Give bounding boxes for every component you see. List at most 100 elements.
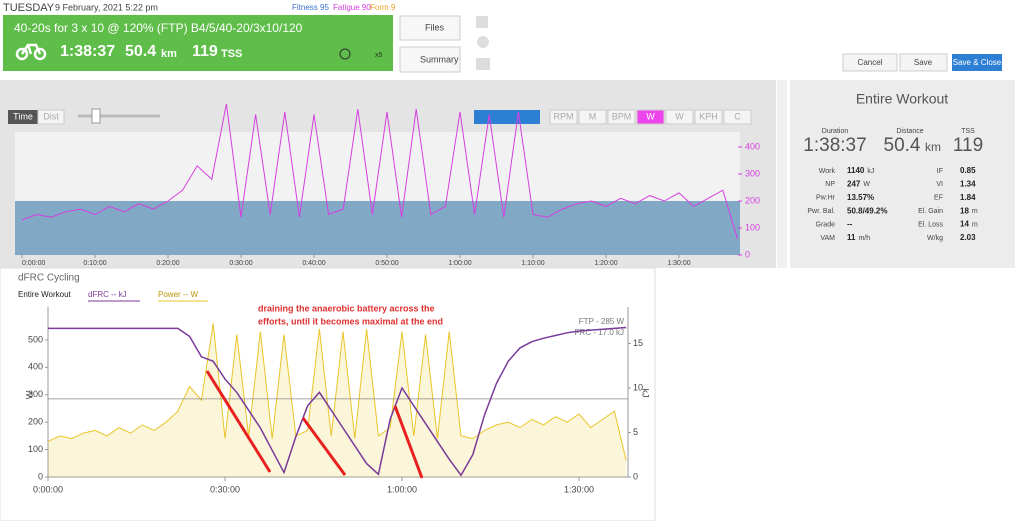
stat-value: 50.8/49.2% bbox=[847, 206, 887, 215]
save-close-label[interactable]: Save & Close bbox=[953, 58, 1002, 67]
y-tick-label: 300 bbox=[28, 389, 43, 399]
channel-button[interactable] bbox=[549, 109, 578, 125]
stat-value: 11 bbox=[847, 233, 856, 242]
workout-title: 40-20s for 3 x 10 @ 120% (FTP) B4/5/40-2… bbox=[14, 21, 303, 35]
stat-value: -- bbox=[847, 220, 853, 229]
legend-power: Power -- W bbox=[158, 290, 198, 299]
distance-value: 50.4 bbox=[884, 135, 921, 156]
dfrc-panel bbox=[0, 267, 656, 521]
files-button[interactable] bbox=[399, 15, 461, 41]
comment-count[interactable]: x5 bbox=[375, 52, 383, 59]
summary-label[interactable]: Summary bbox=[420, 54, 459, 64]
x-tick-label: 1:10:00 bbox=[521, 260, 544, 267]
x-tick-label: 0:40:00 bbox=[302, 260, 325, 267]
scrollbar[interactable] bbox=[777, 80, 787, 268]
smiley[interactable] bbox=[339, 48, 351, 60]
icon[interactable] bbox=[476, 58, 490, 70]
channel-button[interactable] bbox=[694, 109, 723, 125]
time-label[interactable]: Time bbox=[13, 111, 33, 121]
y2-tick-label: 5 bbox=[633, 427, 638, 437]
y-tick-label: 400 bbox=[745, 141, 760, 151]
x-tick-label: 1:30:00 bbox=[667, 260, 690, 267]
channel-label[interactable]: KPH bbox=[699, 111, 718, 121]
icon[interactable] bbox=[477, 36, 489, 48]
ftp-label: FTP - 285 W bbox=[579, 317, 625, 326]
dist-label[interactable]: Dist bbox=[43, 111, 59, 121]
annotation: efforts, until it becomes maximal at the… bbox=[258, 316, 443, 326]
y2-tick-label: 15 bbox=[633, 338, 643, 348]
channel-button[interactable] bbox=[665, 109, 694, 125]
bike-icon bbox=[15, 43, 47, 61]
annotation-arrow bbox=[205, 370, 272, 473]
summary-panel bbox=[790, 80, 1015, 268]
distance: 50.4 bbox=[125, 43, 156, 60]
stat-value: 247 bbox=[847, 180, 861, 189]
y-tick-label: 500 bbox=[28, 334, 43, 344]
slider-thumb[interactable] bbox=[91, 108, 101, 124]
save-label[interactable]: Save bbox=[914, 58, 933, 67]
date: 9 February, 2021 5:22 pm bbox=[55, 2, 158, 12]
channel-button[interactable] bbox=[636, 109, 665, 125]
stat-value: 18 bbox=[960, 206, 969, 215]
save-close-button[interactable] bbox=[952, 54, 1002, 71]
stat-label: Grade bbox=[816, 221, 836, 228]
summary-button[interactable] bbox=[399, 46, 461, 73]
stat-label: EF bbox=[934, 195, 943, 202]
stat-label: El. Loss bbox=[918, 221, 943, 228]
duration-value: 1:38:37 bbox=[803, 135, 866, 156]
nav-buttons[interactable] bbox=[474, 110, 540, 124]
tss: 119 bbox=[192, 43, 218, 60]
x-tick-label: 0:20:00 bbox=[156, 260, 179, 267]
distance-unit: km bbox=[925, 140, 941, 154]
distance-label: Distance bbox=[896, 128, 923, 135]
cancel-button[interactable] bbox=[842, 53, 898, 72]
channel-label[interactable]: W bbox=[675, 111, 684, 121]
icon[interactable] bbox=[476, 16, 488, 28]
y-tick-label: 100 bbox=[28, 444, 43, 454]
power-zone bbox=[15, 201, 740, 255]
channel-button[interactable] bbox=[607, 109, 636, 125]
stat-value: 0.85 bbox=[960, 166, 976, 175]
frc-label: FRC - 17.0 kJ bbox=[575, 328, 624, 337]
stat-unit: W bbox=[863, 181, 870, 188]
x-tick-label: 1:30:00 bbox=[564, 484, 594, 494]
dfrc-line bbox=[48, 326, 627, 477]
duration: 1:38:37 bbox=[60, 43, 115, 60]
files-label[interactable]: Files bbox=[425, 22, 445, 32]
tss-unit: TSS bbox=[221, 48, 242, 60]
y2-tick-label: 0 bbox=[633, 471, 638, 481]
channel-label[interactable]: C bbox=[734, 111, 741, 121]
stat-unit: m bbox=[972, 208, 978, 215]
x-tick-label: 0:50:00 bbox=[375, 260, 398, 267]
stat-label: W/kg bbox=[927, 235, 943, 242]
day: TUESDAY bbox=[3, 2, 55, 14]
annotation-arrow bbox=[301, 417, 347, 476]
stat-label: Pw:Hr bbox=[816, 195, 836, 202]
channel-label[interactable]: RPM bbox=[554, 111, 574, 121]
workout-banner bbox=[3, 15, 393, 71]
channel-label[interactable]: BPM bbox=[612, 111, 632, 121]
stat-value: 2.03 bbox=[960, 233, 976, 242]
channel-button[interactable] bbox=[578, 109, 607, 125]
cancel-label[interactable]: Cancel bbox=[858, 58, 883, 67]
stat-unit: kJ bbox=[867, 168, 874, 175]
dist-toggle[interactable] bbox=[37, 109, 65, 125]
chart-title: dFRC Cycling bbox=[18, 273, 80, 284]
time-toggle[interactable] bbox=[8, 110, 38, 124]
stat-label: Pwr. Bal. bbox=[807, 208, 835, 215]
duration-label: Duration bbox=[822, 128, 849, 135]
save-button[interactable] bbox=[899, 53, 948, 72]
channel-label[interactable]: W bbox=[646, 111, 655, 121]
scope: Entire Workout bbox=[18, 290, 72, 299]
distance-unit: km bbox=[161, 48, 177, 60]
stat-label: VI bbox=[936, 181, 943, 188]
annotation: draining the anaerobic battery across th… bbox=[258, 303, 435, 313]
stat-label: IF bbox=[937, 168, 943, 175]
summary-title: Entire Workout bbox=[856, 91, 948, 107]
channel-button[interactable] bbox=[723, 109, 752, 125]
stat-value: 1.84 bbox=[960, 193, 976, 202]
channel-label[interactable]: M bbox=[589, 111, 597, 121]
y-tick-label: 0 bbox=[38, 471, 43, 481]
power-line bbox=[21, 103, 738, 239]
y-axis-label: W bbox=[24, 390, 34, 399]
